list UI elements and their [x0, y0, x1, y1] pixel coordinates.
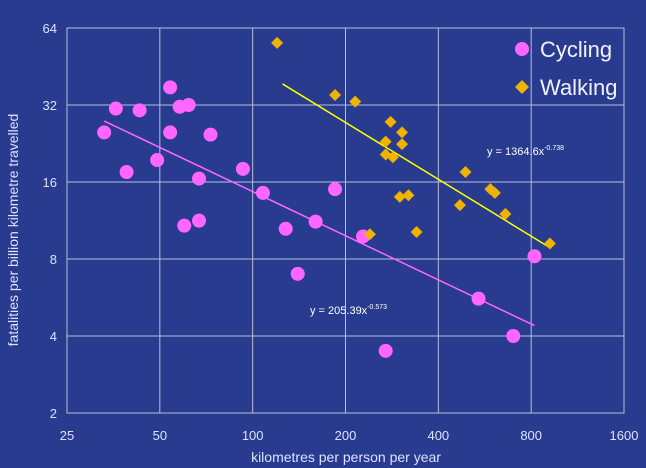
walking-point: [349, 95, 362, 108]
cycling-point: [235, 161, 250, 176]
walking-trend-equation: y = 1364.6x-0.738: [487, 145, 564, 158]
cycling-point: [163, 80, 178, 95]
walking-trend-line: [282, 83, 551, 249]
walking-equation-base: y = 1364.6x: [487, 146, 545, 158]
legend-cycling-label: Cycling: [540, 37, 612, 62]
y-tick-label: 4: [50, 329, 57, 344]
x-axis-label: kilometres per person per year: [251, 449, 441, 465]
walking-point: [453, 199, 466, 212]
walking-point: [396, 126, 409, 139]
x-tick-label: 100: [242, 428, 264, 443]
walking-point: [499, 207, 512, 220]
walking-point: [396, 138, 409, 151]
walking-point: [271, 36, 284, 49]
cycling-point: [108, 101, 123, 116]
legend-cycling-marker: [515, 42, 529, 56]
walking-point: [363, 228, 376, 241]
tick-labels: 25 50 100 200 400 800 1600 2 4 8 16 32 64: [43, 21, 639, 443]
cycling-point: [181, 98, 196, 112]
walking-point: [379, 135, 392, 148]
y-tick-label: 2: [50, 406, 57, 421]
cycling-point: [290, 266, 305, 281]
legend: Cycling Walking: [515, 37, 617, 100]
x-tick-label: 25: [60, 428, 74, 443]
cycling-point: [278, 221, 293, 236]
cycling-equation-exponent: -0.573: [367, 304, 387, 311]
x-tick-label: 200: [335, 428, 357, 443]
cycling-point: [255, 185, 270, 200]
walking-point: [410, 226, 423, 239]
cycling-point: [192, 213, 207, 228]
y-tick-label: 8: [50, 252, 57, 267]
cycling-point: [203, 127, 218, 142]
x-tick-label: 800: [520, 428, 542, 443]
cycling-point: [328, 182, 343, 197]
walking-point: [402, 189, 415, 202]
x-tick-label: 50: [153, 428, 167, 443]
cycling-point: [308, 214, 323, 229]
cycling-point: [119, 165, 134, 180]
y-axis-label: fatalities per billion kilometre travell…: [5, 114, 21, 347]
walking-point: [543, 237, 556, 250]
cycling-point: [97, 125, 112, 140]
walking-point: [329, 89, 342, 102]
grid: [66, 27, 625, 414]
cycling-point: [378, 343, 393, 358]
cycling-point: [506, 329, 521, 343]
walking-equation-exponent: -0.738: [544, 145, 564, 152]
walking-point: [393, 190, 406, 203]
y-tick-label: 64: [43, 21, 57, 36]
y-tick-label: 16: [43, 175, 57, 190]
cycling-trend-equation: y = 205.39x-0.573: [310, 304, 387, 317]
walking-point: [384, 115, 397, 128]
cycling-point: [527, 249, 542, 264]
legend-walking-marker: [515, 80, 529, 94]
legend-walking-label: Walking: [540, 75, 617, 100]
cycling-point: [177, 218, 192, 233]
cycling-point: [163, 125, 178, 140]
x-tick-label: 400: [427, 428, 449, 443]
cycling-point: [132, 103, 147, 118]
cycling-point: [471, 291, 486, 306]
data-points: [97, 36, 556, 358]
cycling-point: [192, 171, 207, 186]
x-tick-label: 1600: [610, 428, 639, 443]
walking-point: [488, 186, 501, 199]
walking-point: [386, 151, 399, 164]
cycling-point: [150, 153, 165, 168]
y-tick-label: 32: [43, 98, 57, 113]
walking-point: [459, 166, 472, 179]
cycling-equation-base: y = 205.39x: [310, 305, 368, 317]
